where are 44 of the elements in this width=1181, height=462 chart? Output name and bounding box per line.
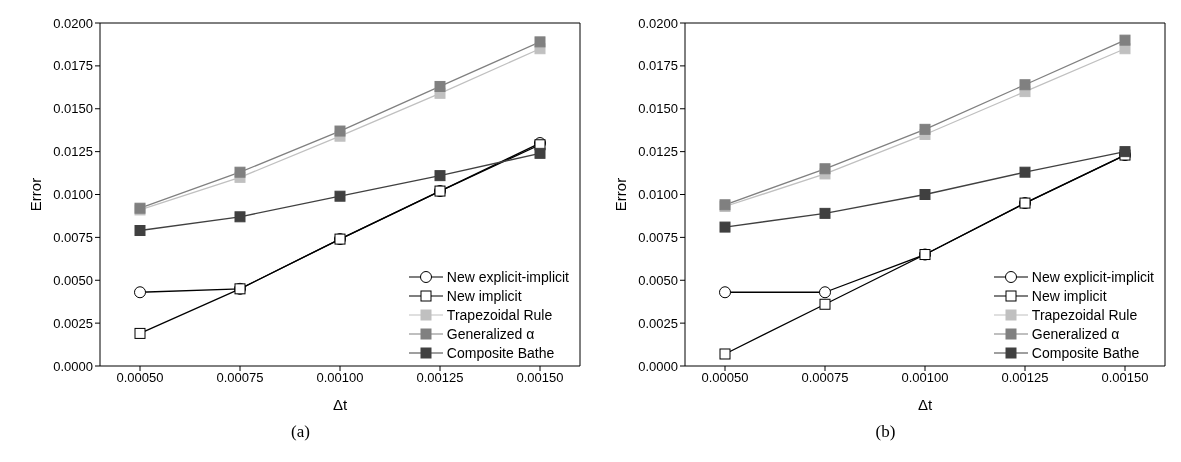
y-tick-label: 0.0075	[638, 229, 678, 245]
legend-label: Composite Bathe	[446, 344, 555, 361]
x-tick-label: 0.00050	[116, 370, 164, 386]
y-tick-label: 0.0125	[638, 144, 678, 160]
x-tick-label: 0.00100	[901, 370, 949, 386]
x-axis-title: Δt	[917, 396, 933, 413]
legend-label: Generalized α	[446, 325, 535, 342]
y-tick-label: 0.0125	[53, 144, 93, 160]
y-tick-label: 0.0000	[53, 358, 93, 374]
y-tick-label: 0.0175	[638, 58, 678, 74]
x-tick-label: 0.00125	[416, 370, 464, 386]
y-axis-title: Error	[612, 177, 630, 212]
legend-label: Composite Bathe	[1031, 344, 1140, 361]
x-tick-label: 0.00125	[1001, 370, 1049, 386]
y-tick-label: 0.0100	[638, 187, 678, 203]
y-tick-label: 0.0200	[53, 15, 93, 31]
legend-label: New explicit-implicit	[446, 268, 569, 285]
text: (a)	[290, 422, 311, 442]
legend-label: New implicit	[446, 287, 522, 304]
x-tick-label: 0.00075	[801, 370, 849, 386]
x-tick-label: 0.00150	[516, 370, 564, 386]
x-tick-label: 0.00150	[1101, 370, 1149, 386]
y-axis-title: Error	[27, 177, 45, 212]
legend-label: Trapezoidal Rule	[1031, 306, 1138, 323]
x-tick-label: 0.00075	[216, 370, 264, 386]
x-tick-label: 0.00100	[316, 370, 364, 386]
y-tick-label: 0.0150	[53, 101, 93, 117]
y-tick-label: 0.0150	[638, 101, 678, 117]
legend-label: Generalized α	[1031, 325, 1120, 342]
y-tick-label: 0.0175	[53, 58, 93, 74]
x-tick-label: 0.00050	[701, 370, 749, 386]
y-tick-label: 0.0000	[638, 358, 678, 374]
y-tick-label: 0.0200	[638, 15, 678, 31]
y-tick-label: 0.0025	[53, 315, 93, 331]
legend-label: New explicit-implicit	[1031, 268, 1154, 285]
legend-label: Trapezoidal Rule	[446, 306, 553, 323]
y-tick-label: 0.0025	[638, 315, 678, 331]
legend-label: New implicit	[1031, 287, 1107, 304]
x-axis-title: Δt	[332, 396, 348, 413]
y-tick-label: 0.0075	[53, 229, 93, 245]
text: (b)	[874, 422, 897, 442]
y-tick-label: 0.0050	[53, 272, 93, 288]
y-tick-label: 0.0100	[53, 187, 93, 203]
y-tick-label: 0.0050	[638, 272, 678, 288]
